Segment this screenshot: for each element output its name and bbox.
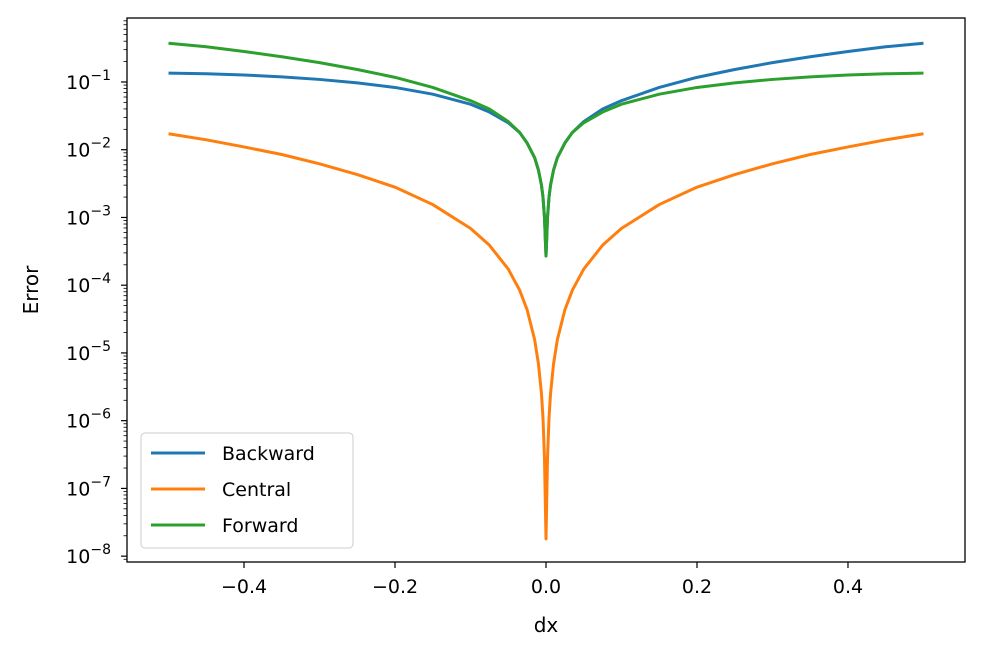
- legend-label-central: Central: [222, 479, 291, 501]
- x-tick-label: −0.2: [372, 576, 418, 598]
- x-axis-label: dx: [534, 613, 559, 637]
- series-line-central: [168, 132, 924, 541]
- y-tick-label: 10−3: [66, 203, 111, 229]
- series-line-forward: [168, 41, 924, 258]
- plot-area: [168, 41, 924, 541]
- x-tick-label: 0.4: [833, 576, 863, 598]
- y-tick-label: 10−6: [66, 407, 111, 433]
- y-tick-label: 10−4: [66, 271, 111, 297]
- y-axis-label: Error: [19, 265, 43, 315]
- y-tick-label: 10−7: [66, 474, 111, 500]
- legend-label-forward: Forward: [222, 515, 298, 537]
- x-tick-label: 0.2: [682, 576, 712, 598]
- y-tick-label: 10−5: [66, 339, 111, 365]
- legend-box: [140, 432, 354, 549]
- y-tick-label: 10−2: [66, 136, 111, 162]
- x-axis: −0.4 −0.2 0.0 0.2 0.4: [221, 562, 863, 598]
- y-tick-label: 10−8: [66, 542, 111, 568]
- plot-frame: [126, 17, 966, 563]
- legend-label-backward: Backward: [222, 443, 315, 465]
- x-tick-label: −0.4: [221, 576, 267, 598]
- y-tick-label: 10−1: [66, 68, 111, 94]
- y-axis: 10−8 10−7 10−6 10−5 10−4 10−3 10−2 10−1: [66, 20, 127, 568]
- x-tick-label: 0.0: [531, 576, 561, 598]
- legend: Backward Central Forward: [140, 432, 354, 549]
